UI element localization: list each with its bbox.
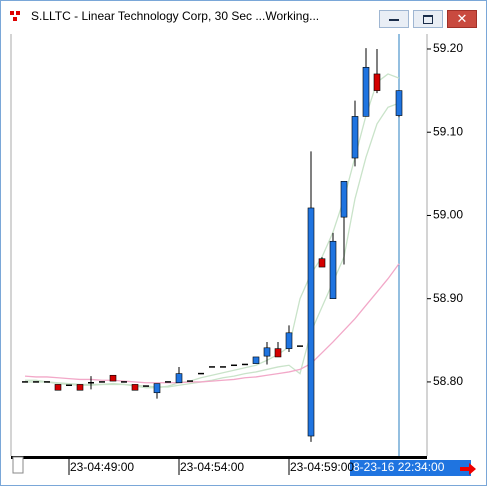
title-bar: S.LLTC - Linear Technology Corp, 30 Sec … — [1, 1, 486, 31]
candle-body — [153, 383, 161, 394]
close-button[interactable]: ✕ — [447, 10, 477, 28]
candle-body — [373, 73, 381, 91]
app-icon — [10, 11, 20, 21]
y-tick-label: 59.10 — [433, 124, 463, 138]
moving-average — [25, 102, 400, 388]
x-tick-label: 23-04:54:00 — [180, 460, 244, 474]
chart: 8-23-16 22:34:00 58.80 58.90 59.00 59.10 59.… — [10, 34, 476, 476]
candle-body — [395, 90, 403, 116]
moving-average — [25, 73, 400, 389]
window-title: S.LLTC - Linear Technology Corp, 30 Sec … — [31, 9, 320, 23]
candle-body — [362, 66, 370, 117]
candle-body — [285, 332, 293, 349]
candle-body — [54, 384, 62, 391]
candle-body — [175, 373, 183, 384]
candle-body — [76, 384, 84, 391]
y-tick-label: 59.20 — [433, 41, 463, 55]
candle-body — [109, 374, 117, 382]
y-tick-label: 59.00 — [433, 208, 463, 222]
time-bar — [11, 456, 427, 459]
candle-body — [318, 258, 326, 268]
candle-body — [274, 348, 282, 358]
minimize-button[interactable] — [379, 10, 409, 28]
moving-average — [24, 263, 400, 384]
scroll-arrow[interactable] — [460, 463, 476, 475]
candle-body — [131, 384, 139, 391]
x-tick-label: 23-04:49:00 — [70, 460, 134, 474]
scroll-box[interactable] — [12, 456, 24, 474]
cursor-label: 8-23-16 22:34:00 — [353, 460, 445, 474]
candle-body — [329, 240, 337, 299]
y-tick-label: 58.90 — [433, 291, 463, 305]
x-tick-label: 23-04:59:00 — [290, 460, 354, 474]
candle-body — [351, 116, 359, 159]
candle-body — [263, 347, 271, 357]
candle-body — [252, 356, 260, 364]
cursor-label-bg — [350, 460, 471, 476]
maximize-button[interactable] — [413, 10, 443, 28]
candle-body — [340, 181, 348, 218]
candle-body — [307, 207, 315, 437]
y-tick-label: 58.80 — [433, 374, 463, 388]
